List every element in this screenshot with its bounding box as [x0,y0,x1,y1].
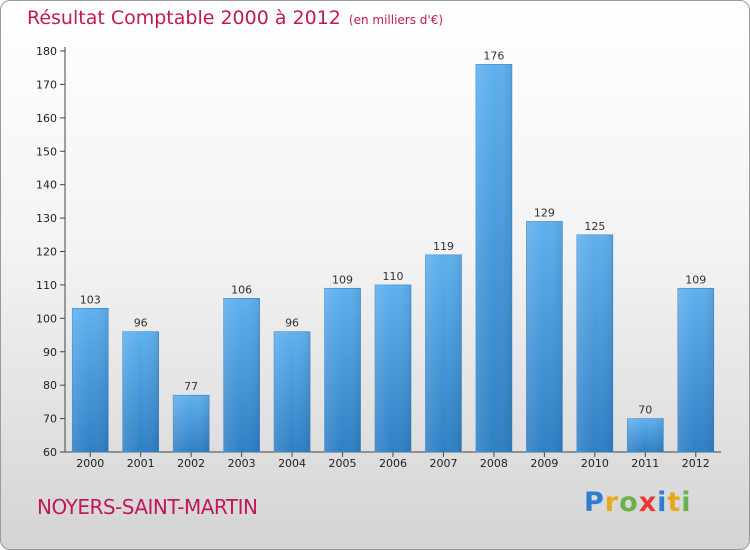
bar-value-label: 70 [638,404,652,417]
logo-letter: o [619,487,639,518]
logo-letter: t [667,487,682,518]
bar-shade [425,254,462,452]
y-tick-label: 150 [36,145,57,158]
bar-shade [223,298,260,452]
y-tick-label: 160 [36,112,57,125]
bar-value-label: 176 [483,49,504,62]
y-tick-label: 120 [36,246,57,259]
x-tick-label: 2012 [682,457,710,470]
city-name: NOYERS-SAINT-MARTIN [37,495,258,519]
bar-value-label: 96 [285,317,299,330]
bar-shade [677,288,714,452]
x-tick-label: 2000 [76,457,104,470]
chart-bars [71,64,715,453]
y-tick-label: 130 [36,212,57,225]
bar-shade [173,395,210,452]
y-tick-label: 90 [43,346,57,359]
x-tick-label: 2005 [329,457,357,470]
bar-value-label: 109 [332,273,353,286]
bar-shade [122,331,159,452]
x-tick-label: 2010 [581,457,609,470]
bar-value-label: 96 [134,317,148,330]
bar-shade [526,221,563,452]
bar-shade [72,308,109,452]
bar-shade [627,418,664,452]
chart-subtitle: (en milliers d'€) [348,13,444,27]
logo-letter: i [657,487,668,518]
chart-data-labels: 103 96 77 106 96 109 110 119 176 129 125 70 109 [80,49,707,416]
chart-title-main: Résultat Comptable 2000 à 2012 [27,7,341,29]
chart-title: Résultat Comptable 2000 à 2012 (en millie… [27,7,443,29]
logo-letter: x [638,487,658,518]
x-tick-label: 2007 [429,457,457,470]
bar-shade [475,64,512,452]
bar-value-label: 109 [685,273,706,286]
bar-shade [274,331,311,452]
bar-value-label: 119 [433,240,454,253]
bar-value-label: 106 [231,283,252,296]
bar-value-label: 103 [80,293,101,306]
y-tick-label: 70 [43,413,57,426]
bar-shade [375,284,411,452]
logo-letter: r [604,487,620,518]
x-tick-label: 2006 [379,457,407,470]
x-tick-label: 2004 [278,457,306,470]
y-tick-label: 140 [36,179,57,192]
bar-shade [324,288,361,452]
bar-value-label: 110 [383,270,404,283]
x-tick-label: 2003 [228,457,256,470]
x-tick-label: 2011 [631,457,659,470]
bar-value-label: 125 [584,220,605,233]
y-tick-label: 180 [36,45,57,58]
bar-shade [576,234,613,452]
logo-letter: P [584,487,605,518]
logo-letter: i [681,487,692,518]
y-tick-label: 170 [36,78,57,91]
proxiti-logo: Proxiti [584,487,692,518]
y-tick-label: 110 [36,279,57,292]
bar-value-label: 77 [184,380,198,393]
x-tick-label: 2008 [480,457,508,470]
x-tick-label: 2009 [530,457,558,470]
bar-value-label: 129 [534,206,555,219]
y-tick-label: 60 [43,446,57,459]
y-tick-label: 80 [43,379,57,392]
x-tick-label: 2001 [127,457,155,470]
x-tick-label: 2002 [177,457,205,470]
y-tick-label: 100 [36,312,57,325]
